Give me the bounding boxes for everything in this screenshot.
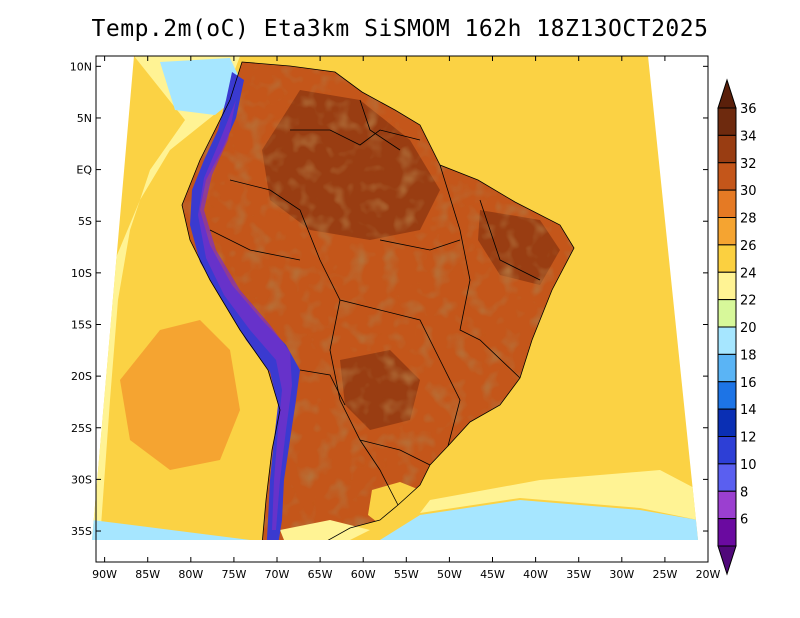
data-field (92, 56, 698, 540)
colorbar-label: 26 (740, 239, 757, 254)
y-tick-label: 10N (70, 60, 92, 73)
y-tick-label: EQ (76, 164, 92, 177)
y-tick-label: 20S (71, 370, 92, 383)
colorbar-swatch (717, 326, 737, 355)
y-tick-label: 10S (71, 267, 92, 280)
colorbar-swatch (717, 299, 737, 328)
south-atlantic-mild (420, 470, 698, 520)
north-ocean-cool (92, 56, 240, 540)
pacific-warm-patch (120, 320, 240, 470)
colorbar-label: 36 (740, 102, 757, 117)
colorbar-top-arrow (717, 78, 737, 109)
colorbar-label: 8 (740, 485, 748, 500)
x-tick-label: 75W (221, 568, 246, 581)
colorbar-swatch (717, 463, 737, 492)
colorbar-label: 22 (740, 294, 757, 309)
y-tick-label: 30S (71, 473, 92, 486)
x-tick-label: 55W (394, 568, 419, 581)
x-tick-label: 85W (135, 568, 160, 581)
y-tick-label: 15S (71, 318, 92, 331)
colorbar-label: 14 (740, 403, 757, 418)
colorbar-swatch (717, 107, 737, 136)
south-atlantic-cool (380, 500, 698, 540)
colorbar-label: 34 (740, 129, 757, 144)
colorbar-label: 10 (740, 458, 757, 473)
y-tick-label: 5N (77, 112, 92, 125)
colorbar-swatch (717, 490, 737, 520)
colorbar-swatch (717, 518, 737, 547)
colorbar-swatch (717, 408, 737, 437)
colorbar-label: 12 (740, 431, 757, 446)
colorbar-swatch (717, 134, 737, 164)
colorbar-swatch (717, 381, 737, 410)
andes-core (198, 100, 292, 530)
x-tick-label: 30W (609, 568, 634, 581)
x-tick-label: 60W (351, 568, 376, 581)
y-tick-label: 25S (71, 422, 92, 435)
colorbar-swatch (717, 217, 737, 246)
colorbar-swatch (717, 244, 737, 273)
colorbar-label: 6 (740, 513, 748, 528)
caribbean-cool (160, 58, 245, 115)
map-title: Temp.2m(oC) Eta3km SiSMOM 162h 18Z13OCT2… (91, 16, 709, 42)
country-borders (181, 61, 575, 540)
y-axis-ticks: 10N 5N EQ 5S 10S 15S 20S 25S 30S 35S (70, 60, 708, 538)
x-axis-ticks: 90W 85W 80W 75W 70W 65W 60W 55W 50W 45W 40W 35W 30W 2… (92, 56, 721, 581)
colorbar-label: 30 (740, 184, 757, 199)
colorbar-label: 18 (740, 348, 757, 363)
x-tick-label: 50W (437, 568, 462, 581)
colorbar-swatch (717, 271, 737, 301)
y-tick-label: 35S (71, 525, 92, 538)
colorbar-label: 28 (740, 212, 757, 227)
colorbar-swatch (717, 436, 737, 465)
x-tick-label: 70W (265, 568, 290, 581)
southern-cone-mild (368, 482, 420, 528)
colorbar: 36 34 32 30 28 26 24 22 20 18 16 14 12 10 8 6 (717, 78, 757, 576)
colorbar-label: 24 (740, 266, 757, 281)
x-tick-label: 80W (178, 568, 203, 581)
colorbar-swatch (717, 189, 737, 218)
colorbar-label: 32 (740, 157, 757, 172)
x-tick-label: 90W (92, 568, 117, 581)
southern-ocean-cool (92, 520, 250, 540)
colorbar-label: 16 (740, 376, 757, 391)
x-tick-label: 20W (696, 568, 721, 581)
x-tick-label: 25W (652, 568, 677, 581)
patagonia-cool (280, 520, 370, 540)
x-tick-label: 35W (566, 568, 591, 581)
x-tick-label: 65W (308, 568, 333, 581)
colorbar-swatch (717, 162, 737, 191)
axes-box (95, 55, 709, 563)
y-tick-label: 5S (78, 215, 92, 228)
colorbar-bottom-arrow (717, 545, 737, 576)
x-tick-label: 45W (480, 568, 505, 581)
colorbar-swatch (717, 353, 737, 383)
colorbar-label: 20 (740, 321, 757, 336)
x-tick-label: 40W (523, 568, 548, 581)
